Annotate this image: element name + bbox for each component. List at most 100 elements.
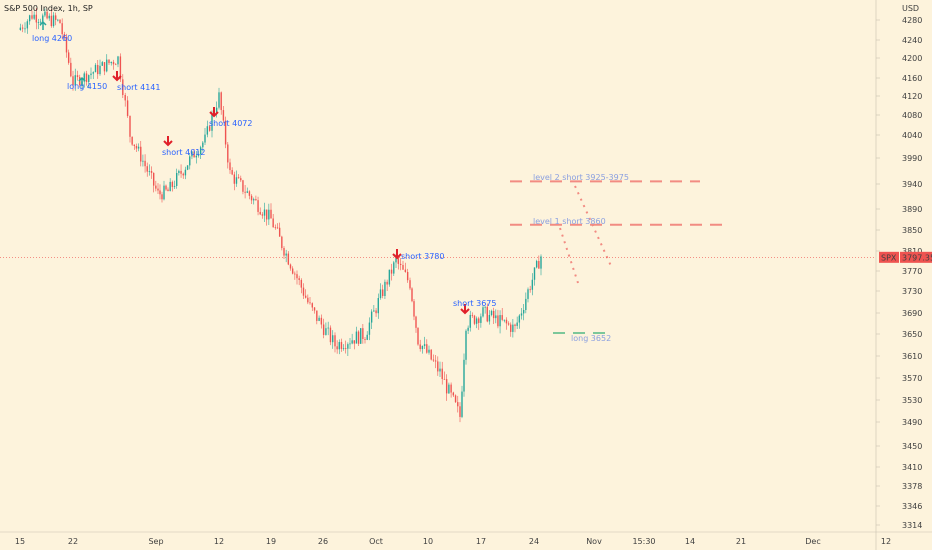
- candle: [355, 326, 358, 344]
- candle: [291, 266, 294, 275]
- candle: [276, 223, 279, 229]
- candle: [278, 222, 281, 237]
- candle: [480, 313, 482, 328]
- candle: [31, 10, 33, 20]
- candle: [302, 283, 305, 300]
- candle: [501, 308, 503, 322]
- candle: [454, 394, 457, 404]
- price-tick-label: 3810: [902, 247, 922, 256]
- price-tag-symbol-bg: [879, 251, 899, 263]
- candle: [421, 345, 424, 354]
- candle: [140, 140, 142, 167]
- candle: [507, 321, 510, 326]
- candle: [441, 361, 443, 385]
- candle: [48, 13, 50, 21]
- candle: [434, 354, 437, 369]
- candle: [189, 153, 191, 170]
- candle: [146, 162, 148, 177]
- candle: [229, 158, 231, 174]
- candle: [208, 124, 211, 132]
- candle: [186, 165, 189, 171]
- time-axis[interactable]: 15 22 Sep 12 19 26 Oct 10 17 24 Nov 15:30 14 21 Dec 12: [0, 531, 932, 546]
- candle: [197, 150, 200, 158]
- candle: [357, 330, 360, 347]
- candle: [529, 285, 531, 293]
- candle: [327, 321, 329, 336]
- projection-lines: [559, 185, 612, 284]
- time-tick-label: Dec: [805, 537, 820, 546]
- candle: [106, 54, 108, 73]
- candle: [155, 180, 157, 192]
- candle: [388, 269, 391, 287]
- annotation-short-3675: short 3675: [453, 299, 496, 308]
- candle: [161, 191, 163, 203]
- price-tick-label: 4160: [902, 74, 922, 83]
- candle: [527, 287, 529, 303]
- candle: [518, 314, 521, 329]
- candle: [137, 143, 140, 152]
- candle: [325, 322, 327, 336]
- candle: [28, 14, 31, 25]
- time-tick-label: 14: [685, 537, 695, 546]
- candle: [218, 87, 220, 110]
- candle: [432, 354, 435, 362]
- candle: [285, 249, 287, 263]
- price-axis-labels: 4280 4240 4200 4160 4120 4080 4040 3990 3940 3890…: [902, 16, 922, 530]
- candle: [340, 338, 343, 352]
- candle: [150, 166, 153, 179]
- candle: [384, 279, 386, 299]
- candle: [329, 325, 332, 346]
- candle: [404, 262, 407, 273]
- candle: [377, 293, 379, 319]
- short-arrow-icon: [209, 107, 219, 118]
- candle: [370, 309, 373, 330]
- candle: [255, 195, 257, 201]
- candle: [309, 297, 311, 305]
- candle: [406, 268, 409, 283]
- candle: [465, 329, 467, 365]
- candle: [206, 120, 209, 138]
- candle: [159, 184, 161, 200]
- candle: [240, 175, 242, 183]
- candle: [430, 349, 432, 361]
- candle: [274, 224, 277, 230]
- annotation-short-4012: short 4012: [162, 148, 205, 157]
- candle: [402, 260, 404, 270]
- candle: [265, 209, 268, 226]
- candle: [231, 167, 233, 176]
- candle: [469, 310, 471, 332]
- candle: [514, 323, 516, 333]
- candle: [253, 197, 255, 205]
- candle: [248, 190, 251, 200]
- candle: [413, 299, 415, 321]
- price-tag-value-bg: [900, 251, 932, 263]
- candle: [426, 339, 428, 354]
- candle: [246, 187, 248, 194]
- price-axis[interactable]: USD 4280 4240 4200 4160 4120 4080 4040 3990 3940…: [875, 0, 922, 550]
- candle: [19, 23, 22, 31]
- price-tick-label: 4280: [902, 16, 922, 25]
- candle: [215, 101, 218, 118]
- candle: [360, 328, 362, 344]
- candle: [411, 287, 413, 303]
- candle: [345, 340, 347, 354]
- candle: [54, 12, 57, 26]
- candle: [533, 267, 536, 286]
- candle: [108, 59, 110, 66]
- candle: [133, 144, 136, 150]
- candle: [318, 315, 320, 322]
- annotation-short-3780: short 3780: [401, 252, 444, 261]
- candle: [193, 148, 195, 158]
- candle: [85, 70, 88, 86]
- candle: [336, 340, 338, 354]
- candle: [76, 70, 79, 81]
- candle: [351, 333, 353, 345]
- candle: [492, 307, 495, 324]
- candle: [191, 150, 193, 160]
- candle: [368, 317, 371, 341]
- price-tick-label: 3490: [902, 418, 922, 427]
- long-arrow-icon: [39, 20, 47, 30]
- candle: [445, 374, 448, 401]
- price-tick-label: 4240: [902, 36, 922, 45]
